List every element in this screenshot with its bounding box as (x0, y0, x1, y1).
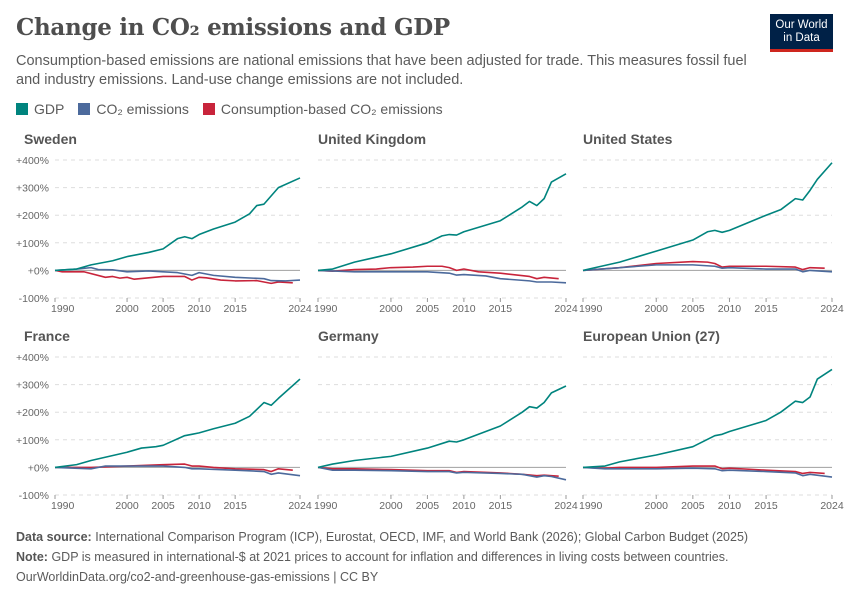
x-tick-label: 2000 (379, 303, 403, 315)
x-tick-label: 2005 (151, 500, 175, 512)
legend-swatch (202, 103, 215, 115)
footer: Data source: International Comparison Pr… (16, 527, 748, 587)
y-tick-label: +300% (16, 183, 49, 195)
panel-sweden: Sweden +400% +300% +200% +100% +0% -100%1990 20… (16, 131, 312, 315)
series-line-gdp (54, 177, 301, 272)
legend-label: Consumption-based CO₂ emissions (220, 101, 443, 117)
y-tick-label: +200% (16, 407, 49, 419)
source-label: Data source: (16, 530, 92, 544)
y-tick-label: +300% (16, 380, 49, 392)
x-tick-label: 1990 (579, 303, 603, 315)
series-line-co-emissions (317, 466, 567, 481)
panel-title: United Kingdom (318, 131, 426, 147)
x-tick-label: 2005 (416, 500, 440, 512)
series-line-gdp (582, 162, 833, 272)
x-tick-label: 2005 (681, 500, 705, 512)
series-line-co-emissions (54, 266, 301, 282)
panel-title: Sweden (24, 131, 77, 147)
y-tick-label: +400% (16, 352, 49, 364)
x-tick-label: 1990 (51, 303, 75, 315)
panel-title: France (24, 328, 70, 344)
panel-united-kingdom: United Kingdom 1990 2000 2005 2010 2015 2024 (314, 131, 578, 315)
series-line-co-emissions (582, 264, 833, 273)
legend-item-gdp[interactable]: GDP (16, 101, 64, 117)
legend-swatch (16, 103, 28, 115)
x-tick-label: 2010 (452, 500, 476, 512)
x-tick-label: 1990 (314, 303, 338, 315)
y-tick-label: -100% (19, 293, 49, 305)
legend-swatch (78, 103, 91, 115)
x-tick-label: 2015 (223, 500, 247, 512)
x-tick-label: 2024 (288, 303, 312, 315)
panel-title: European Union (27) (583, 328, 720, 344)
panel-france: France +400% +300% +200% +100% +0% -100%1990 20… (16, 328, 312, 512)
x-tick-label: 2010 (718, 500, 742, 512)
owid-logo[interactable]: Our World in Data (770, 14, 833, 52)
y-tick-label: +100% (16, 435, 49, 447)
y-tick-label: +400% (16, 155, 49, 167)
x-tick-label: 2024 (554, 303, 578, 315)
panel-united-states: United States 1990 2000 2005 2010 2015 2024 (579, 131, 844, 315)
panel-germany: Germany 1990 2000 2005 2010 2015 2024 (314, 328, 578, 512)
x-tick-label: 2010 (187, 303, 211, 315)
x-tick-label: 2024 (820, 500, 844, 512)
x-tick-label: 2024 (554, 500, 578, 512)
x-tick-label: 2000 (645, 500, 669, 512)
x-tick-label: 1990 (579, 500, 603, 512)
y-tick-label: +0% (28, 462, 49, 474)
x-tick-label: 2015 (489, 303, 513, 315)
x-tick-label: 2005 (151, 303, 175, 315)
series-line-co-emissions (54, 465, 301, 477)
series-line-gdp (582, 368, 833, 469)
y-tick-label: +200% (16, 210, 49, 222)
legend-item-co2[interactable]: CO₂ emissions (78, 101, 189, 117)
x-tick-label: 2000 (115, 500, 139, 512)
small-multiples-chart: Sweden+400%+300%+200%+100%+0%-100%1990 20… (16, 131, 844, 512)
panel-title: United States (583, 131, 673, 147)
series-line-co-emissions (582, 466, 833, 478)
chart-title: Change in CO₂ emissions and GDP (16, 14, 450, 41)
source-url-link[interactable]: OurWorldinData.org/co2-and-greenhouse-ga… (16, 570, 379, 584)
x-tick-label: 2000 (115, 303, 139, 315)
series-line-consumption-based-co-emissions (54, 269, 293, 285)
x-tick-label: 2015 (754, 303, 778, 315)
x-tick-label: 2010 (718, 303, 742, 315)
legend-label: GDP (34, 101, 65, 117)
series-line-consumption-based-co-emissions (317, 265, 559, 280)
x-tick-label: 1990 (51, 500, 75, 512)
panel-european-union-27-: European Union (27) 1990 2000 2005 2010 2015 2… (579, 328, 844, 512)
x-tick-label: 2024 (820, 303, 844, 315)
chart-subtitle: Consumption-based emissions are national… (16, 53, 747, 88)
series-line-gdp (317, 385, 567, 469)
x-tick-label: 2000 (645, 303, 669, 315)
series-line-gdp (317, 173, 567, 272)
x-tick-label: 2015 (223, 303, 247, 315)
x-tick-label: 2024 (288, 500, 312, 512)
note-text: GDP is measured in international-$ at 20… (51, 550, 729, 564)
x-tick-label: 2005 (416, 303, 440, 315)
x-tick-label: 2000 (379, 500, 403, 512)
legend-item-consumption-co2[interactable]: Consumption-based CO₂ emissions (202, 101, 443, 117)
y-tick-label: +0% (28, 265, 49, 277)
series-line-gdp (54, 378, 301, 469)
x-tick-label: 2015 (754, 500, 778, 512)
panel-title: Germany (318, 328, 379, 344)
x-tick-label: 2005 (681, 303, 705, 315)
series-line-co-emissions (317, 269, 567, 284)
x-tick-label: 2015 (489, 500, 513, 512)
note-label: Note: (16, 550, 48, 564)
source-text: International Comparison Program (ICP), … (95, 530, 749, 544)
legend: GDP CO₂ emissions Consumption-based CO₂ … (16, 101, 443, 117)
x-tick-label: 2010 (187, 500, 211, 512)
series-line-consumption-based-co-emissions (582, 465, 825, 475)
series-line-consumption-based-co-emissions (582, 260, 825, 272)
y-tick-label: -100% (19, 490, 49, 502)
x-tick-label: 1990 (314, 500, 338, 512)
x-tick-label: 2010 (452, 303, 476, 315)
legend-label: CO₂ emissions (96, 101, 189, 117)
y-tick-label: +100% (16, 238, 49, 250)
